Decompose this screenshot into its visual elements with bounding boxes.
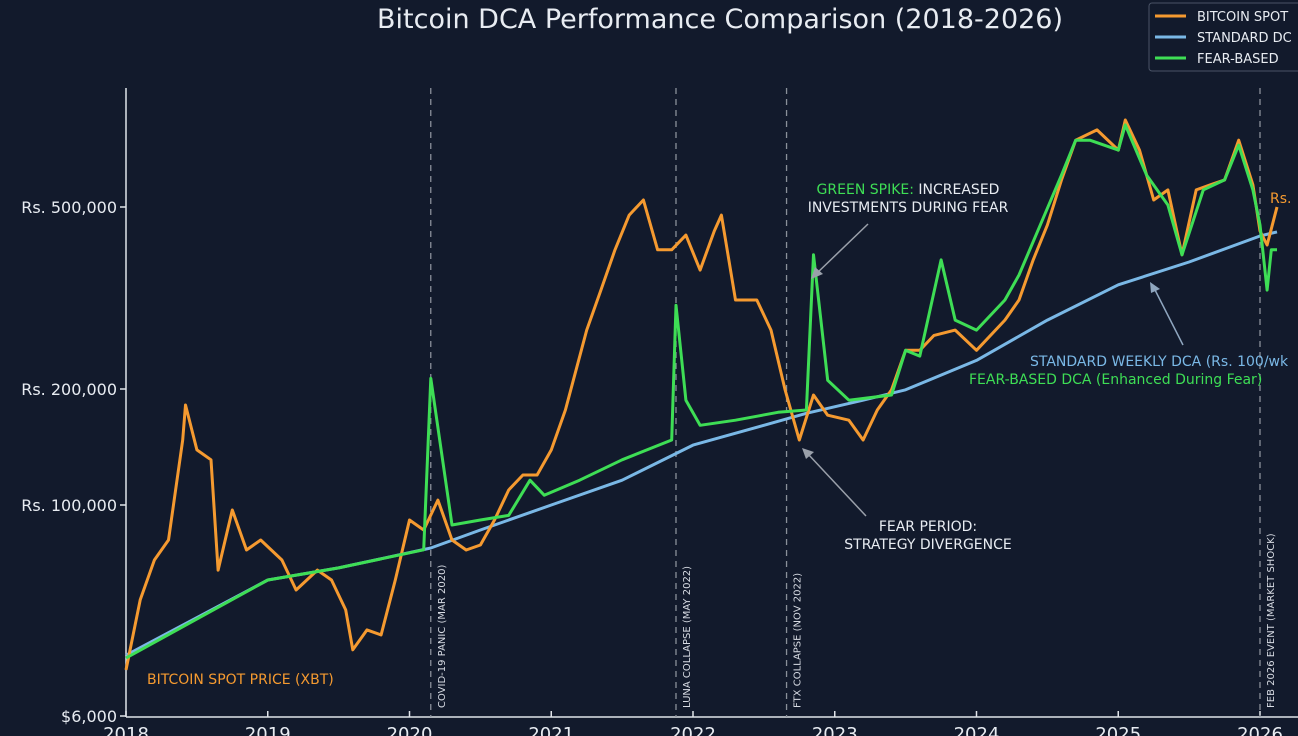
fear-period-line1: FEAR PERIOD: [879,519,977,535]
fear-dca-label: FEAR-BASED DCA (Enhanced During Fear) [969,372,1262,388]
fear-period-line2: STRATEGY DIVERGENCE [844,537,1012,553]
fear-period-arrow [807,453,867,517]
green-spike-arrowhead [811,267,823,279]
legend-label-standard: STANDARD DC [1197,31,1292,46]
x-tick-label: 2025 [1095,724,1141,736]
series-lines [124,118,1279,671]
standard-dca-arrowhead [1150,282,1160,293]
x-tick-label: 2018 [103,724,149,736]
standard-dca-arrow [1153,287,1184,346]
event-markers: COVID-19 PANIC (MAR 2020) LUNA COLLAPSE (… [430,88,1277,717]
event-label: FEB 2026 EVENT (MARKET SHOCK) [1266,533,1277,708]
y-tick-label: Rs. 100,000 [21,496,117,515]
legend: BITCOIN SPOT STANDARD DC FEAR-BASED [1148,2,1298,72]
x-tick-label: 2020 [387,724,433,736]
y-tick-label: $6,000 [61,707,117,726]
green-spike-label: GREEN SPIKE: [817,182,914,198]
legend-label-fear: FEAR-BASED [1197,52,1279,67]
fear-period-arrowhead [802,448,814,459]
x-ticks: 2018 2019 2020 2021 2022 2023 2024 2025 2026 [103,711,1283,736]
x-tick-label: 2021 [528,724,574,736]
legend-box [1148,2,1298,72]
series-line-fear [125,123,1277,660]
spot-price-label: BITCOIN SPOT PRICE (XBT) [147,672,334,688]
annotations: BITCOIN SPOT PRICE (XBT) GREEN SPIKE: IN… [147,182,1291,688]
event-label: COVID-19 PANIC (MAR 2020) [437,565,448,708]
series-line-spot [124,118,1279,671]
x-tick-label: 2022 [670,724,716,736]
green-spike-line2: INVESTMENTS DURING FEAR [808,200,1009,216]
end-price-label: Rs. [1270,191,1291,207]
chart-title: Bitcoin DCA Performance Comparison (2018… [377,4,1063,35]
green-spike-arrow [814,223,869,276]
green-spike-annotation: GREEN SPIKE: INCREASED [817,182,1000,198]
x-tick-label: 2026 [1237,724,1283,736]
x-tick-label: 2024 [954,724,1000,736]
standard-dca-label: STANDARD WEEKLY DCA (Rs. 100/wk [1030,354,1289,370]
axes [125,88,1298,718]
x-tick-label: 2023 [812,724,858,736]
legend-label-spot: BITCOIN SPOT [1197,10,1288,25]
y-tick-label: Rs. 500,000 [21,198,117,217]
green-spike-rest: INCREASED [914,182,1000,198]
y-tick-label: Rs. 200,000 [21,380,117,399]
event-label: LUNA COLLAPSE (MAY 2022) [682,566,693,708]
event-label: FTX COLLAPSE (NOV 2022) [793,573,804,708]
x-tick-label: 2019 [245,724,291,736]
y-ticks: $6,000 Rs. 100,000 Rs. 200,000 Rs. 500,000 [21,198,126,726]
